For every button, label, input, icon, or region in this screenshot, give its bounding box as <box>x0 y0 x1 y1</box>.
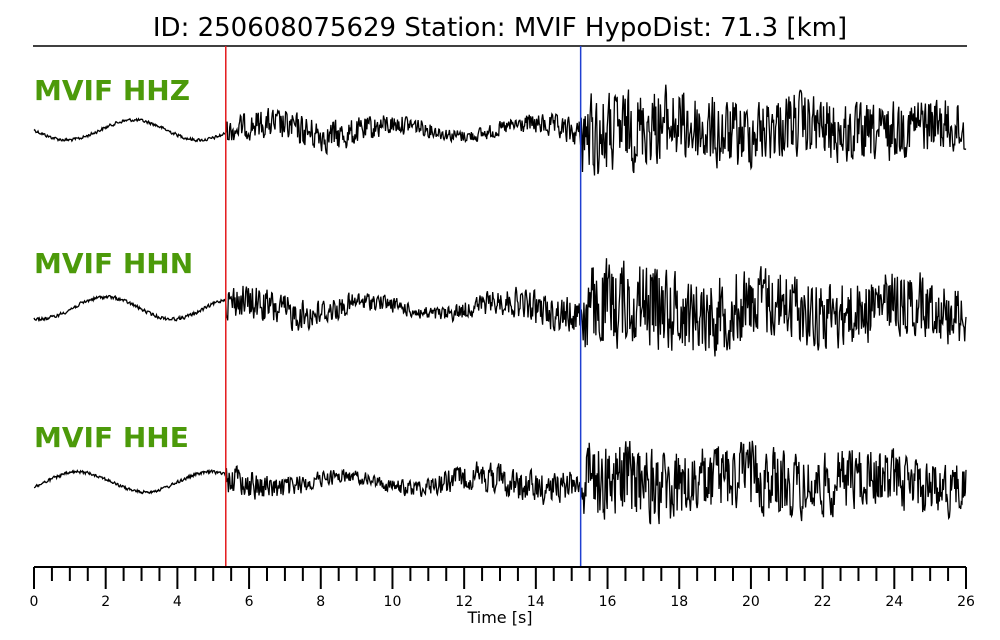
x-tick-label: 24 <box>885 594 903 610</box>
x-tick-label: 20 <box>742 594 760 610</box>
x-tick-label: 8 <box>316 594 325 610</box>
x-tick-label: 16 <box>599 594 617 610</box>
x-axis-label: Time [s] <box>466 608 532 627</box>
x-tick-label: 26 <box>957 594 975 610</box>
x-tick-label: 22 <box>814 594 832 610</box>
x-tick-label: 2 <box>101 594 110 610</box>
x-tick-label: 12 <box>455 594 473 610</box>
waveform-trace-1 <box>33 84 967 176</box>
channel-label-hhz: MVIF HHZ <box>34 74 190 107</box>
waveform-traces <box>33 84 967 525</box>
waveform-trace-2 <box>33 258 967 357</box>
phase-picks <box>225 46 582 567</box>
figure-title: ID: 250608075629 Station: MVIF HypoDist:… <box>153 13 847 43</box>
x-tick-label: 18 <box>670 594 688 610</box>
x-tick-label: 0 <box>30 594 39 610</box>
waveform-trace-3 <box>33 440 967 525</box>
x-tick-label: 4 <box>173 594 182 610</box>
x-axis: 0 2 4 6 8 10 12 14 16 18 20 22 24 26 <box>30 566 975 610</box>
x-tick-label: 10 <box>384 594 402 610</box>
channel-label-hhn: MVIF HHN <box>34 247 193 280</box>
channel-label-hhe: MVIF HHE <box>34 421 189 454</box>
x-tick-label: 14 <box>527 594 545 610</box>
x-tick-label: 6 <box>245 594 254 610</box>
